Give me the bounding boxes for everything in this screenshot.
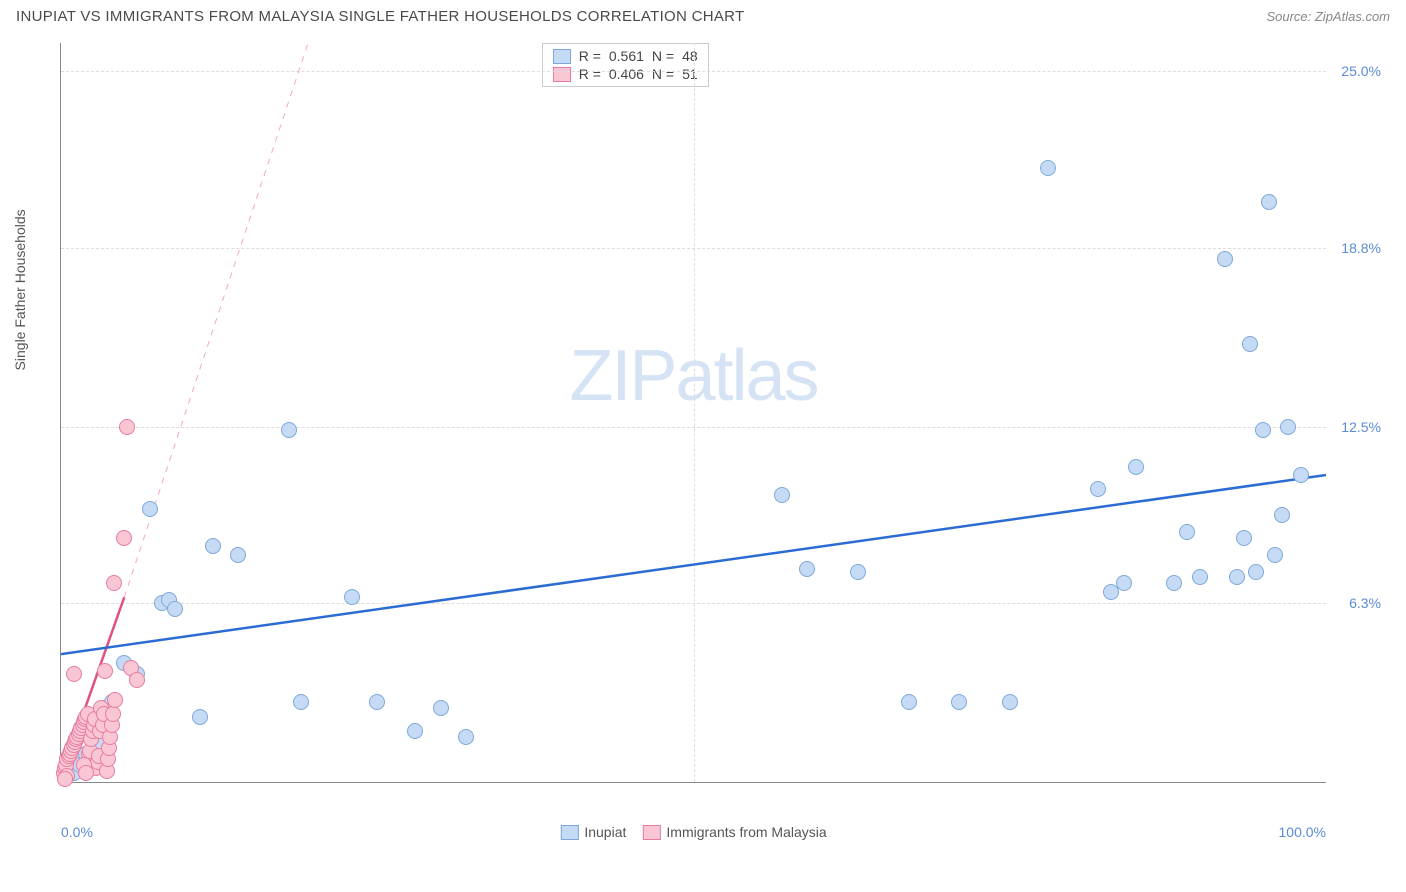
legend-row-inupiat: R = 0.561 N = 48: [553, 48, 698, 64]
legend-n-label: N =: [652, 66, 674, 82]
scatter-point-blue: [1261, 194, 1277, 210]
scatter-point-blue: [1242, 336, 1258, 352]
legend-correlation: R = 0.561 N = 48 R = 0.406 N = 51: [542, 43, 709, 87]
watermark-prefix: ZIP: [569, 336, 675, 416]
scatter-point-blue: [1002, 694, 1018, 710]
scatter-point-blue: [1274, 507, 1290, 523]
x-tick-label: 100.0%: [1279, 824, 1326, 840]
scatter-point-blue: [951, 694, 967, 710]
legend-r-label: R =: [579, 66, 601, 82]
scatter-point-blue: [369, 694, 385, 710]
scatter-point-blue: [407, 723, 423, 739]
scatter-point-blue: [142, 501, 158, 517]
scatter-point-pink: [116, 530, 132, 546]
scatter-point-pink: [57, 771, 73, 787]
scatter-point-blue: [774, 487, 790, 503]
y-tick-label: 6.3%: [1331, 595, 1381, 611]
scatter-point-pink: [107, 692, 123, 708]
scatter-point-blue: [1040, 160, 1056, 176]
scatter-point-blue: [799, 561, 815, 577]
scatter-point-blue: [230, 547, 246, 563]
scatter-point-blue: [344, 589, 360, 605]
legend-r-label: R =: [579, 48, 601, 64]
y-tick-label: 18.8%: [1331, 240, 1381, 256]
plot-area: ZIPatlas R = 0.561 N = 48 R = 0.406 N = …: [60, 43, 1326, 783]
legend-n-label: N =: [652, 48, 674, 64]
watermark-suffix: atlas: [675, 336, 817, 416]
scatter-point-pink: [106, 575, 122, 591]
y-axis-label: Single Father Households: [12, 209, 28, 370]
x-tick-label: 0.0%: [61, 824, 93, 840]
scatter-point-pink: [119, 419, 135, 435]
legend-swatch-pink: [553, 67, 571, 82]
scatter-point-blue: [1116, 575, 1132, 591]
legend-label: Immigrants from Malaysia: [666, 824, 826, 840]
scatter-point-blue: [458, 729, 474, 745]
legend-swatch-blue: [560, 825, 578, 840]
scatter-point-pink: [97, 663, 113, 679]
chart-title: INUPIAT VS IMMIGRANTS FROM MALAYSIA SING…: [16, 8, 745, 25]
legend-n-value: 51: [682, 66, 698, 82]
scatter-point-blue: [901, 694, 917, 710]
scatter-point-blue: [1090, 481, 1106, 497]
scatter-point-blue: [1192, 569, 1208, 585]
chart-container: Single Father Households ZIPatlas R = 0.…: [50, 43, 1386, 843]
scatter-point-blue: [433, 700, 449, 716]
chart-source: Source: ZipAtlas.com: [1266, 9, 1390, 24]
scatter-point-blue: [850, 564, 866, 580]
legend-swatch-pink: [642, 825, 660, 840]
y-tick-label: 12.5%: [1331, 419, 1381, 435]
scatter-point-blue: [1280, 419, 1296, 435]
scatter-point-blue: [1236, 530, 1252, 546]
legend-label: Inupiat: [584, 824, 626, 840]
legend-r-value: 0.406: [609, 66, 644, 82]
scatter-point-blue: [1293, 467, 1309, 483]
scatter-point-blue: [1267, 547, 1283, 563]
gridline-v: [694, 43, 695, 782]
legend-swatch-blue: [553, 49, 571, 64]
scatter-point-blue: [1248, 564, 1264, 580]
chart-header: INUPIAT VS IMMIGRANTS FROM MALAYSIA SING…: [0, 0, 1406, 33]
scatter-point-blue: [205, 538, 221, 554]
y-tick-label: 25.0%: [1331, 63, 1381, 79]
scatter-point-blue: [1217, 251, 1233, 267]
scatter-point-pink: [129, 672, 145, 688]
scatter-point-blue: [293, 694, 309, 710]
legend-series: Inupiat Immigrants from Malaysia: [560, 824, 826, 840]
scatter-point-blue: [1255, 422, 1271, 438]
scatter-point-blue: [1179, 524, 1195, 540]
scatter-point-blue: [1128, 459, 1144, 475]
legend-row-malaysia: R = 0.406 N = 51: [553, 66, 698, 82]
legend-item-inupiat: Inupiat: [560, 824, 626, 840]
scatter-point-pink: [66, 666, 82, 682]
scatter-point-blue: [1229, 569, 1245, 585]
scatter-point-pink: [78, 765, 94, 781]
legend-item-malaysia: Immigrants from Malaysia: [642, 824, 826, 840]
scatter-point-blue: [192, 709, 208, 725]
scatter-point-blue: [281, 422, 297, 438]
scatter-point-blue: [1166, 575, 1182, 591]
scatter-point-blue: [167, 601, 183, 617]
legend-r-value: 0.561: [609, 48, 644, 64]
legend-n-value: 48: [682, 48, 698, 64]
scatter-point-pink: [105, 706, 121, 722]
